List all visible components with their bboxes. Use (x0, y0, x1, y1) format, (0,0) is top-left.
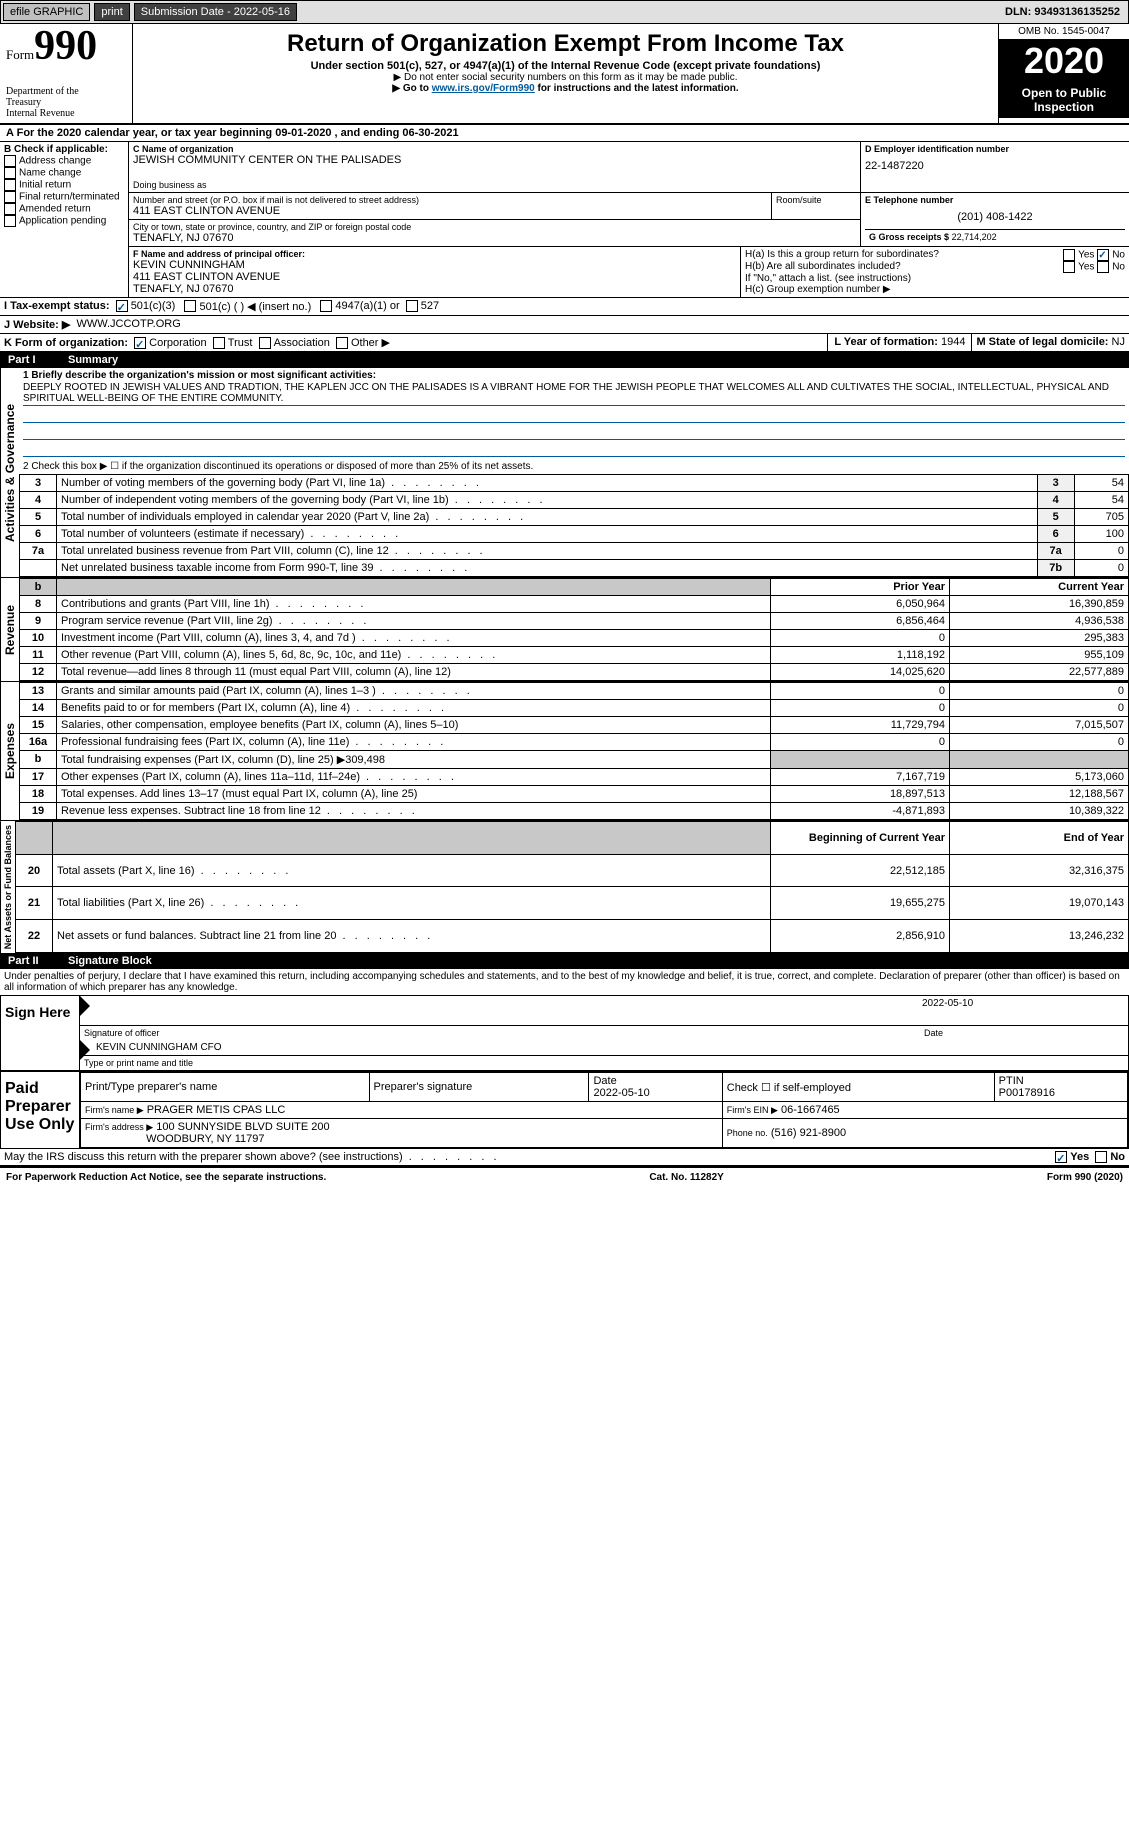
netassets-label: Net Assets or Fund Balances (0, 821, 15, 953)
sign-here-section: Sign Here 2022-05-10 Signature of office… (0, 995, 1129, 1071)
discuss-line: May the IRS discuss this return with the… (0, 1149, 1129, 1166)
org-name: JEWISH COMMUNITY CENTER ON THE PALISADES (133, 154, 856, 166)
expenses-label: Expenses (0, 682, 19, 820)
efile-button[interactable]: efile GRAPHIC (3, 3, 90, 21)
expenses-table: 13Grants and similar amounts paid (Part … (19, 682, 1129, 820)
line-2: 2 Check this box ▶ ☐ if the organization… (19, 459, 1129, 474)
print-button[interactable]: print (94, 3, 129, 21)
part1-header: Part ISummary (0, 352, 1129, 368)
dba-label: Doing business as (133, 180, 856, 190)
gross-receipts: 22,714,202 (952, 232, 997, 242)
street-label: Number and street (or P.O. box if mail i… (133, 195, 767, 205)
form-label: Form (6, 47, 34, 62)
line-a: A For the 2020 calendar year, or tax yea… (0, 125, 1129, 142)
section-d-label: D Employer identification number (865, 144, 1125, 154)
revenue-label: Revenue (0, 578, 19, 681)
mission-label: 1 Briefly describe the organization's mi… (23, 370, 1125, 381)
netassets-table: Beginning of Current YearEnd of Year 20T… (15, 821, 1129, 953)
form-note2: ▶ Go to www.irs.gov/Form990 for instruct… (137, 83, 994, 94)
section-c-name-label: C Name of organization (133, 144, 856, 154)
city-label: City or town, state or province, country… (133, 222, 856, 232)
section-f: F Name and address of principal officer:… (129, 247, 741, 297)
open-to-public: Open to Public Inspection (999, 82, 1129, 118)
form-title: Return of Organization Exempt From Incom… (137, 30, 994, 58)
omb-number: OMB No. 1545-0047 (999, 24, 1129, 40)
section-l: L Year of formation: 1944 (827, 334, 972, 351)
form-number: 990 (34, 23, 97, 69)
page-footer: For Paperwork Reduction Act Notice, see … (0, 1166, 1129, 1187)
declaration-text: Under penalties of perjury, I declare th… (0, 969, 1129, 995)
section-g-label: G Gross receipts $ (869, 232, 949, 242)
phone-value: (201) 408-1422 (865, 211, 1125, 223)
mission-text: DEEPLY ROOTED IN JEWISH VALUES AND TRADT… (23, 381, 1125, 406)
section-b: B Check if applicable: Address change Na… (0, 142, 129, 297)
submission-button[interactable]: Submission Date - 2022-05-16 (134, 3, 297, 21)
ein-value: 22-1487220 (865, 160, 1125, 172)
dln-label: DLN: 93493136135252 (999, 4, 1126, 20)
section-h: H(a) Is this a group return for subordin… (741, 247, 1129, 297)
dept-label: Department of the Treasury Internal Reve… (6, 86, 126, 119)
section-k: K Form of organization: Corporation Trus… (0, 334, 827, 351)
city-value: TENAFLY, NJ 07670 (133, 232, 856, 244)
street-value: 411 EAST CLINTON AVENUE (133, 205, 767, 217)
section-m: M State of legal domicile: NJ (972, 334, 1129, 351)
section-e-label: E Telephone number (865, 195, 1125, 205)
form-subtitle: Under section 501(c), 527, or 4947(a)(1)… (137, 60, 994, 72)
part2-header: Part IISignature Block (0, 953, 1129, 969)
paid-preparer-section: Paid Preparer Use Only Print/Type prepar… (0, 1071, 1129, 1149)
section-j: J Website: ▶ WWW.JCCOTP.ORG (0, 316, 1129, 334)
form-note1: ▶ Do not enter social security numbers o… (137, 72, 994, 83)
instructions-link[interactable]: www.irs.gov/Form990 (432, 83, 535, 94)
revenue-table: bPrior YearCurrent Year 8Contributions a… (19, 578, 1129, 681)
section-i: I Tax-exempt status: 501(c)(3) 501(c) ( … (0, 298, 1129, 316)
room-label: Room/suite (772, 193, 860, 219)
activities-governance-label: Activities & Governance (0, 368, 19, 577)
top-toolbar: efile GRAPHIC print Submission Date - 20… (0, 0, 1129, 24)
tax-year: 2020 (999, 40, 1129, 82)
governance-table: 3Number of voting members of the governi… (19, 474, 1129, 577)
form-header: Form990 Department of the Treasury Inter… (0, 24, 1129, 125)
